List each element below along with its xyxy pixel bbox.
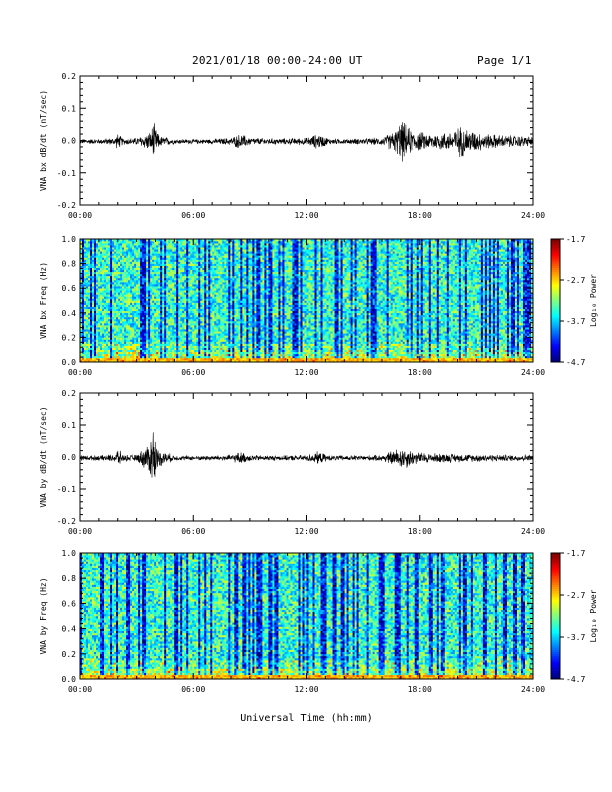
y-tick-label: 0.0 <box>62 453 77 462</box>
y-tick-label: -0.1 <box>57 485 76 494</box>
figure-canvas: -0.2 -0.1 0.0 0.1 0.2 VNA bx dB/dt (nT/sec) 00… <box>0 0 612 792</box>
x-tick-label: 24:00 <box>521 527 545 536</box>
colorbar-tick-label: -2.7 <box>566 276 585 285</box>
x-tick-label: 06:00 <box>181 368 205 377</box>
colorbar <box>551 553 560 679</box>
y-tick-label: 0.4 <box>62 309 77 318</box>
x-axis-label: Universal Time (hh:mm) <box>240 713 372 724</box>
x-tick-label: 24:00 <box>521 685 545 694</box>
y-tick-label: -0.2 <box>57 201 76 210</box>
colorbar-label: Log₁₀ Power <box>589 274 598 327</box>
y-tick-label: 0.8 <box>62 260 77 269</box>
series-line <box>80 122 533 161</box>
y-tick-label: 0.4 <box>62 625 77 634</box>
y-tick-label: 0.6 <box>62 599 77 608</box>
series-line <box>80 432 533 477</box>
y-tick-label: 0.0 <box>62 675 77 684</box>
colorbar-label: Log₁₀ Power <box>589 589 598 642</box>
y-axis-label: VNA by dB/dt (nT/sec) <box>39 406 48 507</box>
y-tick-label: 1.0 <box>62 549 77 558</box>
x-tick-label: 06:00 <box>181 685 205 694</box>
x-tick-label: 18:00 <box>408 527 432 536</box>
x-tick-label: 24:00 <box>521 368 545 377</box>
y-tick-label: 0.0 <box>62 358 77 367</box>
x-tick-label: 24:00 <box>521 211 545 220</box>
y-tick-label: -0.2 <box>57 517 76 526</box>
x-tick-label: 00:00 <box>68 211 92 220</box>
y-tick-label: 0.2 <box>62 389 77 398</box>
colorbar-tick-label: -3.7 <box>566 633 585 642</box>
y-tick-label: 1.0 <box>62 235 77 244</box>
x-tick-label: 12:00 <box>294 368 318 377</box>
y-axis-label: VNA bx Freq (Hz) <box>39 262 48 339</box>
colorbar-tick-label: -3.7 <box>566 317 585 326</box>
y-tick-label: -0.1 <box>57 169 76 178</box>
x-tick-label: 18:00 <box>408 685 432 694</box>
y-tick-label: 0.0 <box>62 137 77 146</box>
y-tick-label: 0.1 <box>62 104 77 113</box>
x-tick-label: 12:00 <box>294 685 318 694</box>
y-tick-label: 0.1 <box>62 421 77 430</box>
colorbar-tick-label: -4.7 <box>566 675 585 684</box>
colorbar-tick-label: -2.7 <box>566 591 585 600</box>
y-tick-label: 0.8 <box>62 574 77 583</box>
x-tick-label: 00:00 <box>68 368 92 377</box>
y-tick-label: 0.2 <box>62 333 77 342</box>
x-tick-label: 06:00 <box>181 527 205 536</box>
x-tick-label: 00:00 <box>68 685 92 694</box>
colorbar-tick-label: -1.7 <box>566 549 585 558</box>
colorbar-tick-label: -4.7 <box>566 358 585 367</box>
spectrogram-cells <box>80 239 533 362</box>
x-tick-label: 06:00 <box>181 211 205 220</box>
y-tick-label: 0.2 <box>62 72 77 81</box>
x-tick-label: 00:00 <box>68 527 92 536</box>
y-tick-label: 0.6 <box>62 284 77 293</box>
x-tick-label: 18:00 <box>408 211 432 220</box>
x-tick-label: 18:00 <box>408 368 432 377</box>
y-axis-label: VNA bx dB/dt (nT/sec) <box>39 90 48 191</box>
x-tick-label: 12:00 <box>294 211 318 220</box>
spectrogram-cells <box>80 553 533 679</box>
colorbar-tick-label: -1.7 <box>566 235 585 244</box>
colorbar <box>551 239 560 362</box>
y-tick-label: 0.2 <box>62 650 77 659</box>
y-axis-label: VNA by Freq (Hz) <box>39 577 48 654</box>
x-tick-label: 12:00 <box>294 527 318 536</box>
